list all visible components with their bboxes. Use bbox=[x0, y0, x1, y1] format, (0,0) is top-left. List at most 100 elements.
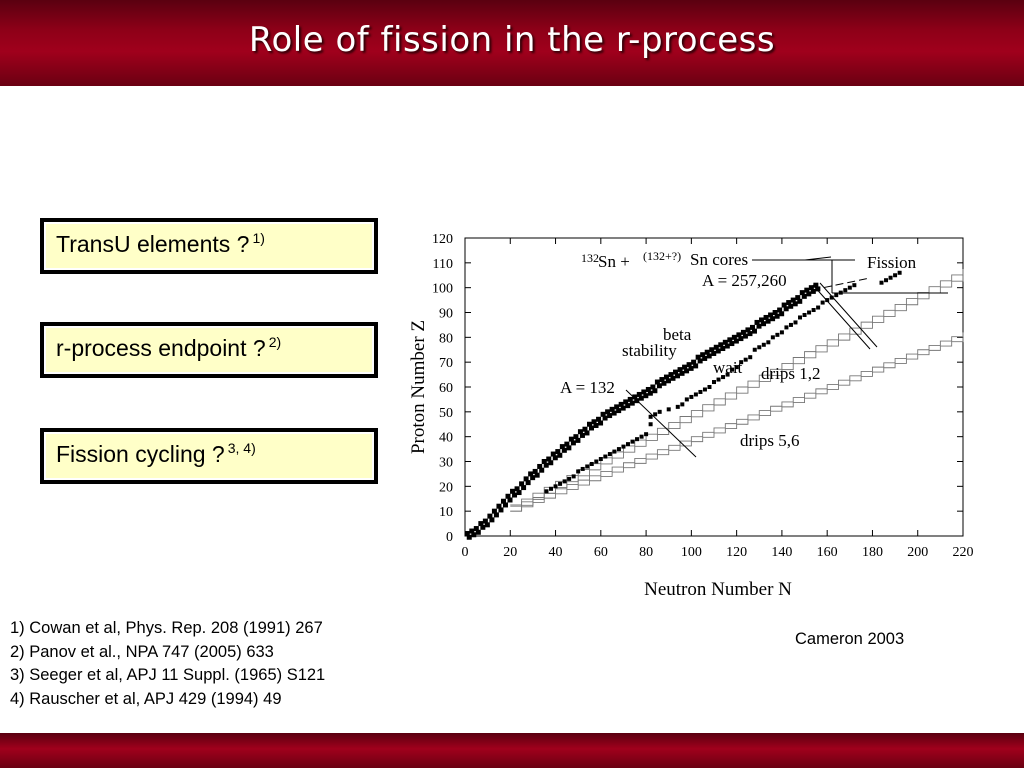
stability-point bbox=[489, 517, 495, 523]
question-box-transu: TransU elements ? 1) bbox=[40, 218, 378, 274]
rprocess-point bbox=[752, 347, 757, 352]
stability-point bbox=[484, 522, 490, 528]
rprocess-point bbox=[829, 295, 834, 300]
rprocess-point bbox=[847, 285, 852, 290]
y-tick-label: 100 bbox=[432, 282, 453, 297]
stability-point bbox=[804, 287, 810, 293]
stability-point bbox=[618, 401, 624, 407]
stability-point bbox=[677, 367, 683, 373]
rprocess-point bbox=[807, 310, 812, 315]
stability-point bbox=[487, 513, 493, 519]
stability-point bbox=[537, 463, 543, 469]
stability-point bbox=[543, 462, 549, 468]
rprocess-point bbox=[639, 434, 644, 439]
stability-point bbox=[661, 380, 667, 386]
stability-point bbox=[691, 359, 697, 365]
stability-point bbox=[587, 421, 592, 427]
x-tick-label: 0 bbox=[462, 545, 469, 560]
rprocess-point bbox=[788, 322, 793, 327]
stability-point bbox=[534, 472, 540, 478]
fission-point bbox=[893, 273, 898, 278]
chart-axes: 0 20 40 60 80 100 120 140 160 180 200 220 0 10 20 30 40 5… bbox=[432, 232, 974, 560]
reference-item: 1) Cowan et al, Phys. Rep. 208 (1991) 26… bbox=[10, 619, 323, 637]
question-ref: 3, 4) bbox=[227, 440, 256, 456]
rprocess-point bbox=[648, 414, 653, 419]
stability-point bbox=[575, 437, 581, 443]
stability-point bbox=[469, 528, 475, 534]
rprocess-point bbox=[558, 481, 563, 486]
question-ref: 2) bbox=[268, 334, 282, 350]
stability-point bbox=[480, 524, 486, 530]
rprocess-point bbox=[630, 439, 635, 444]
stability-point bbox=[638, 395, 644, 401]
x-tick-label: 60 bbox=[594, 545, 608, 560]
x-tick-label: 80 bbox=[639, 545, 653, 560]
stability-point bbox=[589, 425, 594, 431]
stability-point bbox=[686, 362, 692, 368]
question-box-fission-cycling: Fission cycling ? 3, 4) bbox=[40, 428, 378, 484]
stability-point bbox=[697, 358, 703, 364]
stability-point bbox=[514, 486, 520, 492]
stability-point bbox=[466, 534, 472, 540]
drip-line-6 bbox=[510, 332, 964, 507]
stability-point bbox=[625, 403, 631, 409]
stability-point bbox=[713, 344, 719, 350]
fission-dashed bbox=[811, 277, 871, 291]
stability-point bbox=[548, 460, 554, 466]
cores-right-sup: (132+?) bbox=[643, 249, 681, 263]
stability-point bbox=[759, 317, 765, 323]
stability-point bbox=[512, 492, 518, 498]
rprocess-point bbox=[644, 432, 649, 437]
stability-point bbox=[709, 347, 715, 353]
rprocess-point bbox=[598, 457, 603, 462]
rprocess-point bbox=[693, 392, 698, 397]
stability-point bbox=[478, 521, 484, 527]
title-banner: Role of fission in the r-process bbox=[0, 0, 1024, 86]
stability-point bbox=[516, 490, 522, 496]
a-heavy-tick-2 bbox=[819, 282, 878, 348]
stability-point bbox=[704, 349, 710, 355]
stability-point bbox=[623, 399, 629, 405]
stability-point bbox=[502, 502, 508, 508]
rprocess-point bbox=[834, 293, 839, 298]
stability-point bbox=[645, 386, 651, 392]
rprocess-point bbox=[757, 345, 762, 350]
rprocess-point bbox=[721, 375, 726, 380]
stability-point bbox=[530, 475, 536, 481]
stability-point bbox=[706, 353, 712, 359]
stability-point bbox=[724, 343, 730, 349]
rprocess-point bbox=[734, 365, 739, 370]
question-text: TransU elements ? bbox=[56, 231, 250, 257]
x-tick-label: 40 bbox=[549, 545, 563, 560]
y-tick-label: 40 bbox=[439, 431, 453, 446]
stability-point bbox=[813, 282, 819, 288]
stability-point bbox=[566, 445, 572, 451]
rprocess-point bbox=[621, 444, 626, 449]
slide-title: Role of fission in the r-process bbox=[248, 20, 776, 60]
stability-point bbox=[528, 471, 534, 477]
rprocess-point bbox=[580, 466, 585, 471]
stability-point bbox=[505, 493, 511, 499]
rprocess-point bbox=[675, 404, 680, 409]
cores-left: Sn + bbox=[598, 252, 630, 271]
y-tick-label: 60 bbox=[439, 381, 453, 396]
rprocess-point bbox=[553, 484, 558, 489]
stability-point bbox=[733, 338, 739, 344]
stability-point bbox=[643, 393, 649, 399]
y-tick-label: 0 bbox=[446, 530, 453, 545]
stability-point bbox=[781, 302, 787, 308]
stability-point bbox=[700, 352, 706, 358]
rprocess-point bbox=[576, 469, 581, 474]
stability-point bbox=[770, 316, 776, 322]
y-tick-label: 50 bbox=[439, 406, 453, 421]
rprocess-point bbox=[680, 402, 685, 407]
rprocess-point bbox=[825, 298, 830, 303]
stability-point bbox=[602, 415, 608, 421]
stability-point bbox=[654, 379, 660, 385]
stability-point bbox=[541, 459, 547, 464]
y-tick-label: 90 bbox=[439, 307, 453, 322]
rprocess-point bbox=[589, 461, 594, 466]
stability-point bbox=[756, 323, 762, 329]
rprocess-point bbox=[843, 288, 848, 293]
stability-point bbox=[598, 420, 604, 426]
